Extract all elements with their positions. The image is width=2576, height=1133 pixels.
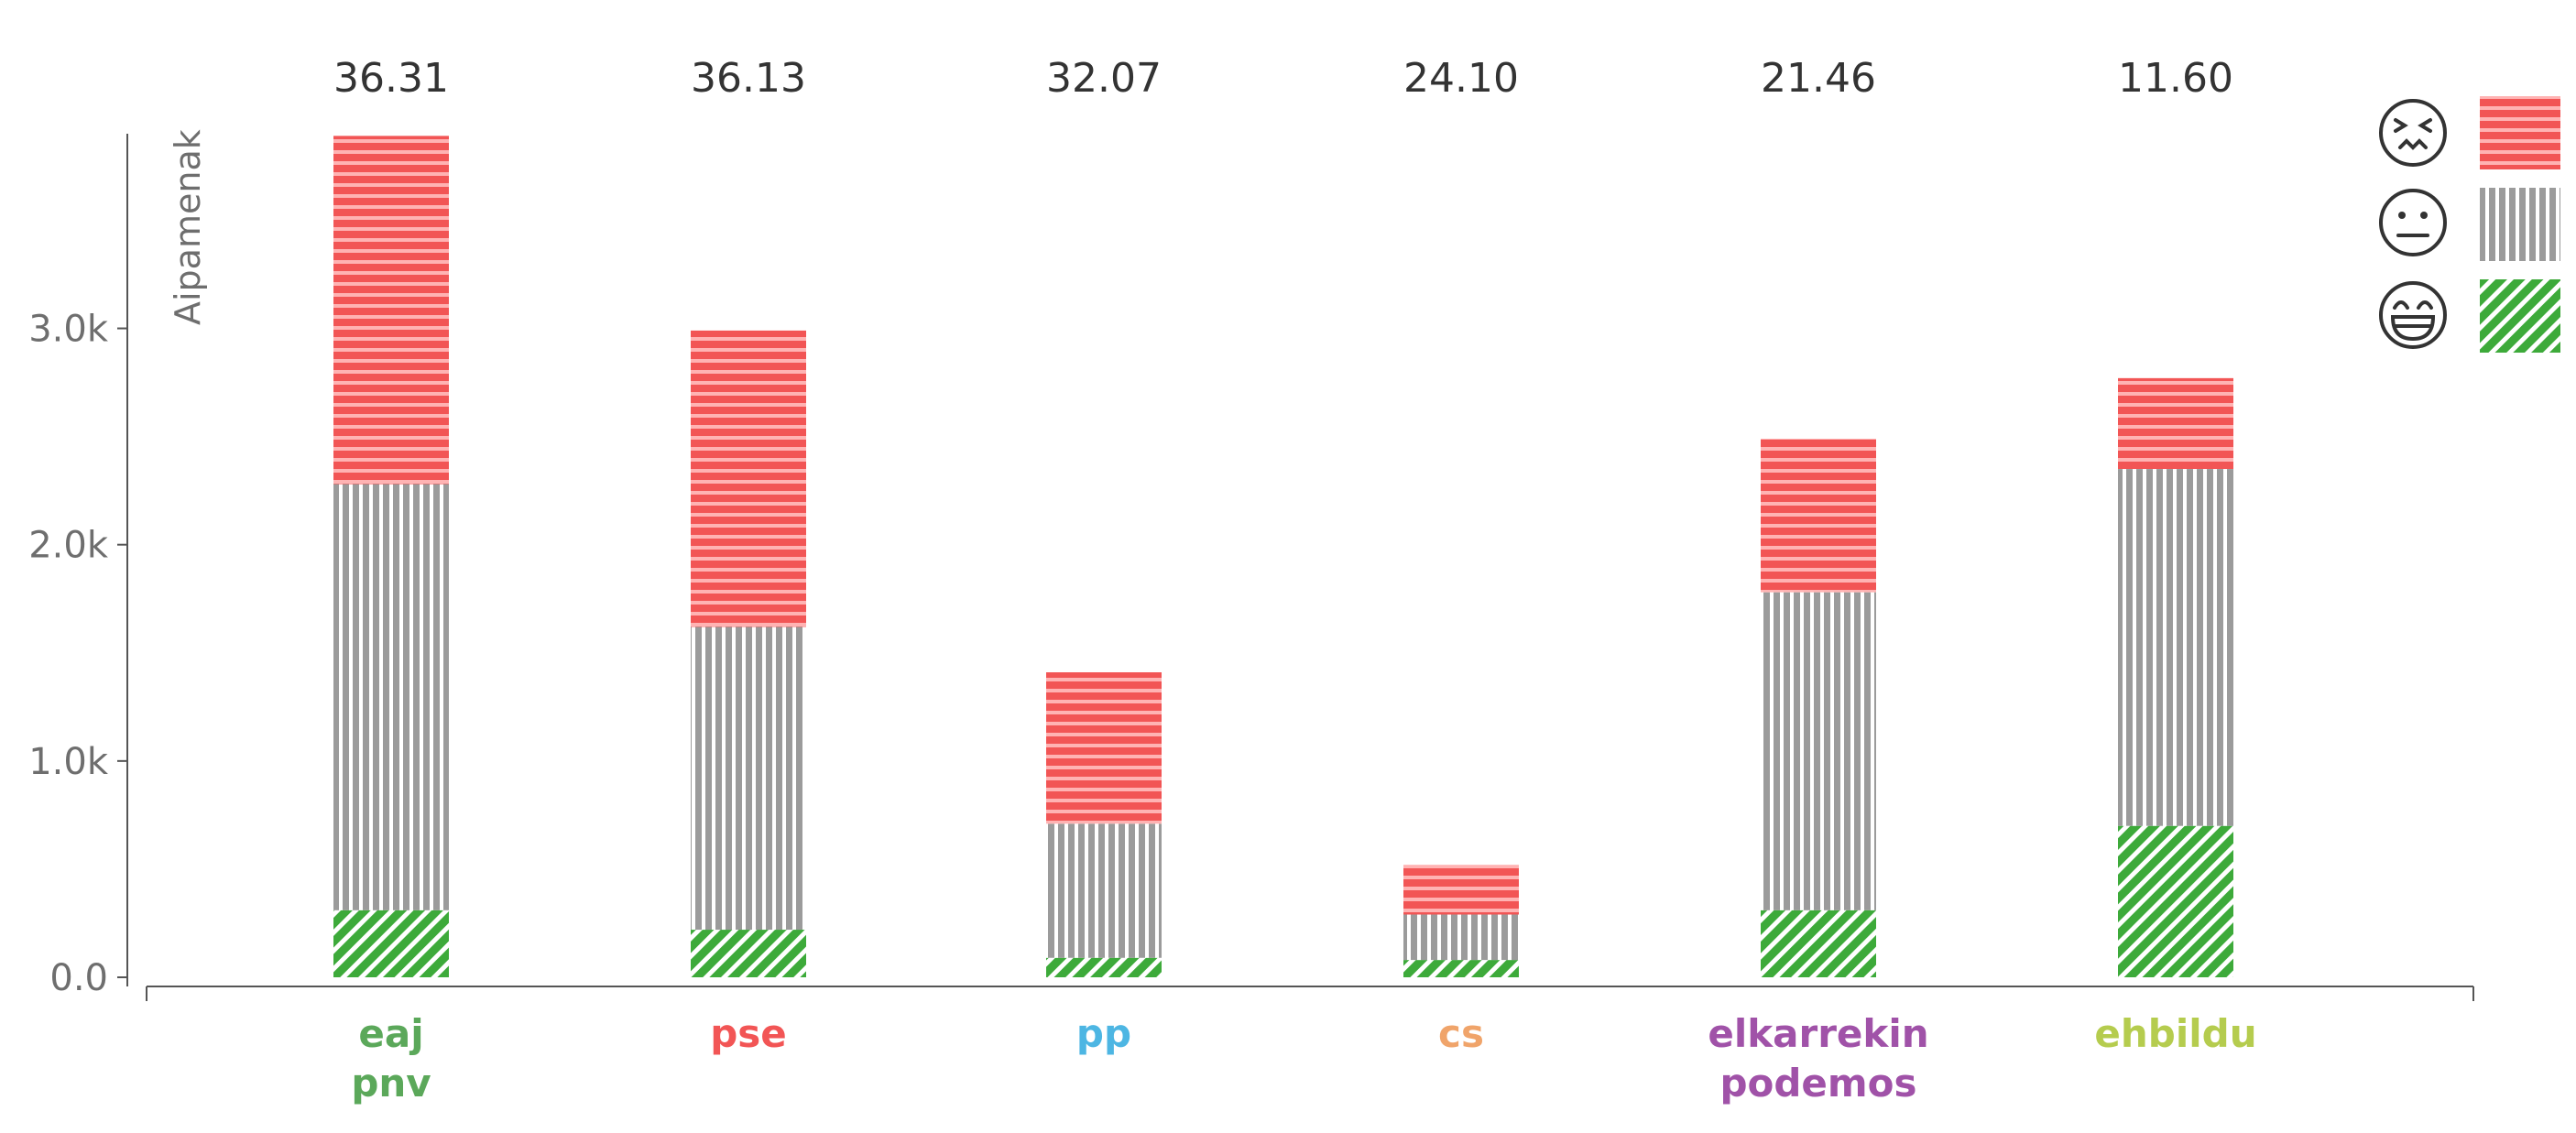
- score-label: 11.60: [2118, 55, 2233, 102]
- bar-segment-neutral: [691, 626, 806, 931]
- score-label: 36.31: [333, 55, 449, 102]
- legend-swatch-neutral: [2480, 188, 2560, 261]
- bar-segment-neutral: [333, 484, 449, 910]
- category-label: cs: [1438, 1011, 1484, 1056]
- score-label: 36.13: [691, 55, 806, 102]
- bar-segment-negative: [1046, 672, 1162, 824]
- y-tick-label: 2.0k: [28, 525, 109, 567]
- bar-segment-negative: [333, 136, 449, 485]
- score-label: 21.46: [1761, 55, 1876, 102]
- bar-segment-neutral: [1046, 823, 1162, 958]
- category-label: eaj: [358, 1011, 423, 1056]
- y-axis-title: Aipamenak: [168, 129, 208, 325]
- score-label: 32.07: [1046, 55, 1162, 102]
- bar-segment-negative: [691, 330, 806, 627]
- score-label: 24.10: [1403, 55, 1519, 102]
- bar-segment-positive: [1761, 910, 1876, 977]
- category-label: pp: [1076, 1011, 1131, 1056]
- bar-segment-negative: [1761, 438, 1876, 593]
- bars: [333, 136, 2233, 977]
- bar-segment-positive: [1403, 960, 1519, 977]
- neutral-face-icon: [2379, 189, 2447, 256]
- axes: Aipamenak: [126, 129, 2474, 1001]
- bar-segment-positive: [691, 930, 806, 977]
- y-tick-label: 3.0k: [28, 309, 109, 351]
- bar-segment-negative: [2118, 377, 2233, 470]
- score-labels: 36.31 36.13 32.07 24.10 21.46 11.60: [333, 55, 2233, 102]
- legend: [2379, 96, 2560, 353]
- bar-segment-positive: [333, 910, 449, 977]
- grinning-face-icon: [2379, 281, 2447, 349]
- legend-swatch-negative: [2480, 96, 2560, 169]
- legend-item-neutral: [2379, 188, 2560, 261]
- category-labels: eaj pnv pse pp cs elkarrekin podemos ehbildu: [351, 1011, 2256, 1106]
- legend-item-positive: [2379, 279, 2560, 353]
- category-label: pse: [710, 1011, 787, 1056]
- y-tick-label: 0.0: [49, 957, 108, 999]
- bar-segment-neutral: [2118, 469, 2233, 826]
- category-label: pnv: [351, 1061, 431, 1106]
- bar-segment-neutral: [1761, 592, 1876, 910]
- legend-swatch-positive: [2480, 279, 2560, 353]
- y-tick-label: 1.0k: [28, 741, 109, 783]
- y-ticks: 0.0 1.0k 2.0k 3.0k: [28, 309, 127, 999]
- category-label: podemos: [1719, 1061, 1916, 1106]
- bar-segment-neutral: [1403, 914, 1519, 961]
- legend-item-negative: [2379, 96, 2560, 169]
- bar-segment-negative: [1403, 865, 1519, 915]
- confounded-face-icon: [2379, 99, 2447, 167]
- bar-segment-positive: [1046, 957, 1162, 977]
- category-label: elkarrekin: [1708, 1011, 1928, 1056]
- bar-segment-positive: [2118, 825, 2233, 977]
- category-label: ehbildu: [2094, 1011, 2256, 1056]
